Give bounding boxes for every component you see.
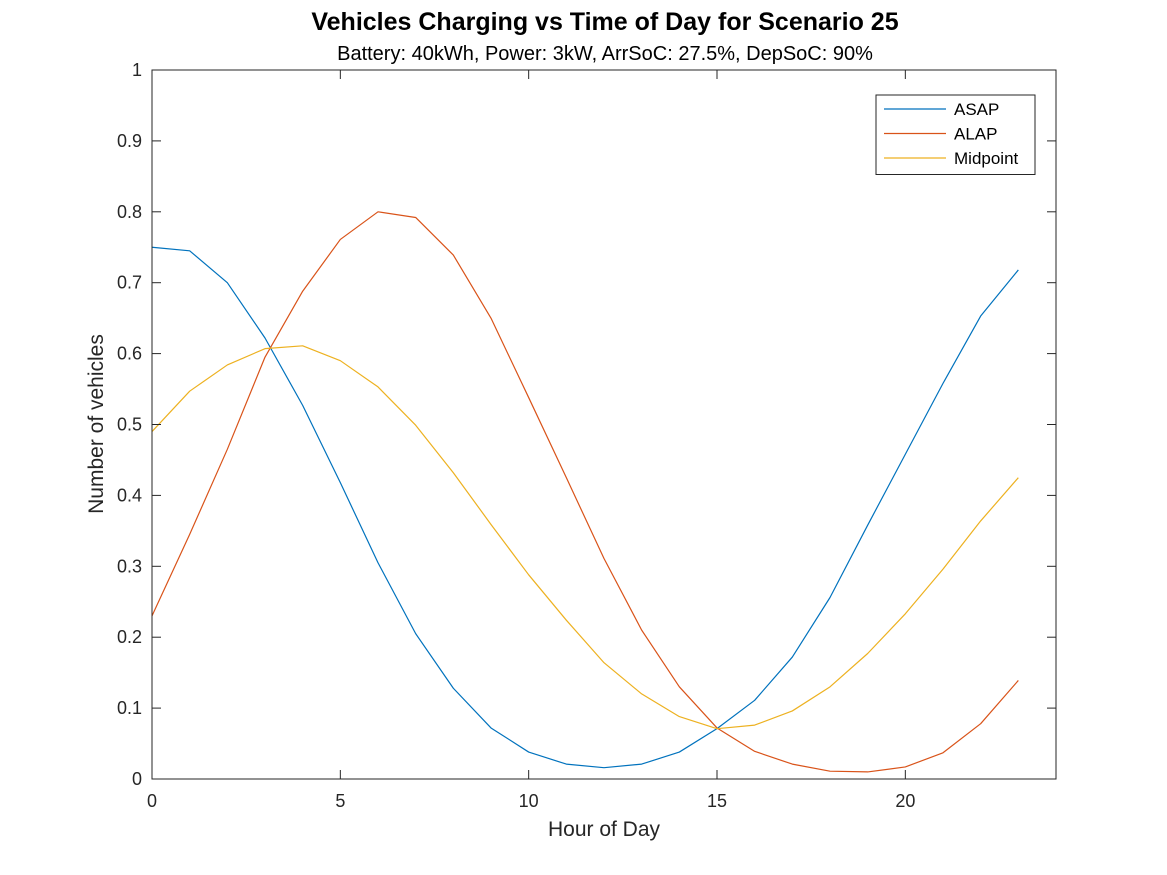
x-axis-label: Hour of Day (548, 818, 661, 841)
y-tick-label: 0.4 (117, 485, 142, 505)
plot-area (152, 70, 1056, 779)
series-line-alap (151, 211, 1019, 773)
y-tick-label: 0.1 (117, 698, 142, 718)
legend: ASAP ALAP Midpoint (875, 94, 1036, 175)
x-tick-label: 20 (895, 791, 915, 811)
series-line-midpoint (151, 345, 1019, 730)
y-tick-label: 0.6 (117, 344, 142, 364)
y-tick-label: 0 (132, 769, 142, 789)
x-tick-label: 0 (147, 791, 157, 811)
y-tick-label: 0.7 (117, 273, 142, 293)
axes-layer: 0 5 10 15 20 0 0.1 0.2 0.3 0.4 0.5 0.6 0.7 0.8 0.9 1 (117, 60, 1057, 811)
y-tick-label: 0.3 (117, 556, 142, 576)
chart-subtitle: Battery: 40kWh, Power: 3kW, ArrSoC: 27.5… (337, 43, 873, 65)
legend-box (875, 94, 1036, 175)
x-tick-label: 15 (707, 791, 727, 811)
chart-title: Vehicles Charging vs Time of Day for Sce… (311, 8, 898, 36)
series-line-asap (151, 246, 1019, 769)
y-tick-label: 1 (132, 60, 142, 80)
legend-label-midpoint: Midpoint (954, 149, 1019, 168)
y-tick-label: 0.8 (117, 202, 142, 222)
legend-label-asap: ASAP (954, 100, 999, 119)
y-tick-label: 0.5 (117, 415, 142, 435)
x-tick-label: 5 (335, 791, 345, 811)
x-tick-label: 10 (519, 791, 539, 811)
series-layer (151, 211, 1019, 773)
y-axis-label: Number of vehicles (85, 334, 108, 514)
y-tick-label: 0.2 (117, 627, 142, 647)
y-tick-label: 0.9 (117, 131, 142, 151)
legend-label-alap: ALAP (954, 125, 997, 144)
